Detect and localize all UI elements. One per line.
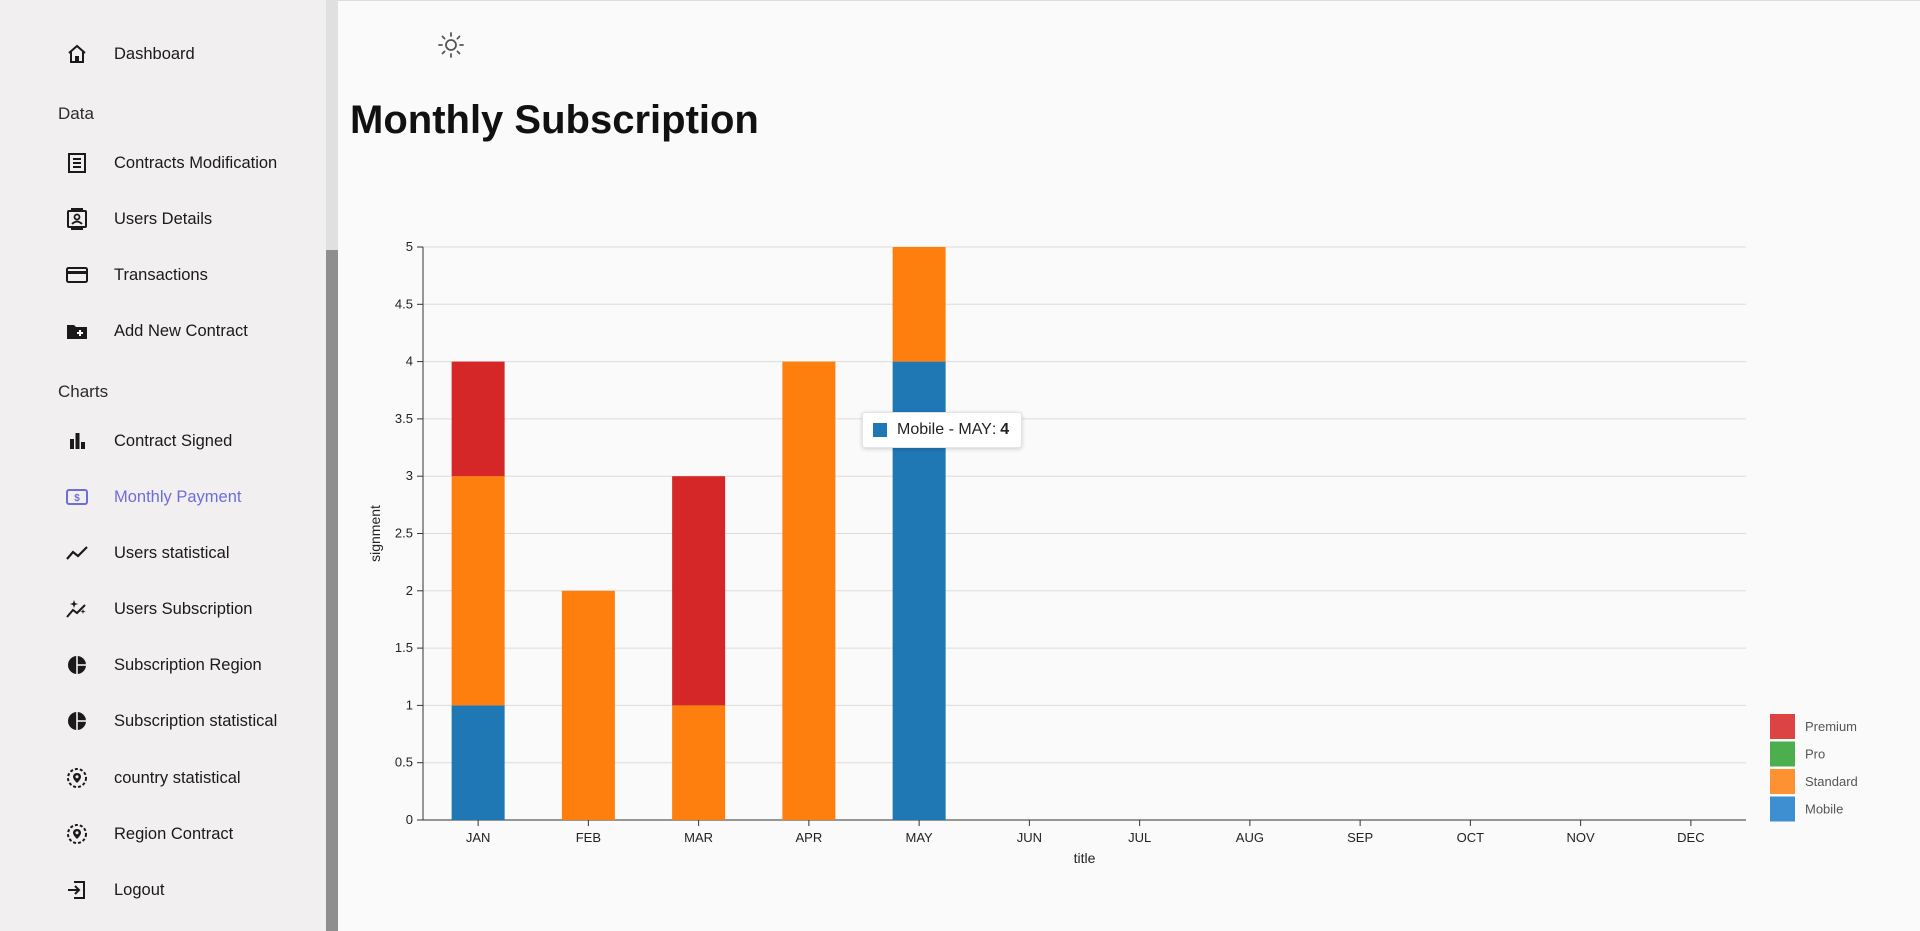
sidebar-item-subscription-statistical[interactable]: Subscription statistical (64, 701, 277, 741)
credit-card-icon (64, 262, 90, 288)
logout-icon (64, 877, 90, 903)
sidebar-item-add-new-contract[interactable]: Add New Contract (64, 311, 248, 351)
sidebar-item-label: Region Contract (114, 824, 234, 843)
y-axis-title: signment (367, 505, 383, 562)
tooltip-swatch (873, 423, 887, 437)
pie-chart-icon (64, 708, 90, 734)
sidebar-item-label: country statistical (114, 768, 241, 787)
tooltip-separator: - (944, 421, 959, 438)
y-tick-label: 2.5 (395, 526, 413, 541)
x-tick-label: MAY (906, 830, 934, 845)
tooltip-value: 4 (1000, 421, 1010, 438)
tooltip-series: Mobile (897, 421, 945, 438)
chart-tooltip: Mobile - MAY : 4 (862, 412, 1023, 448)
svg-text:$: $ (74, 493, 80, 504)
x-tick-label: OCT (1457, 830, 1485, 845)
sidebar-item-label: Dashboard (114, 44, 195, 63)
sidebar-item-dashboard[interactable]: Dashboard (64, 34, 195, 74)
y-tick-label: 1.5 (395, 640, 413, 655)
x-tick-label: JAN (466, 830, 491, 845)
bar-premium-jan (451, 361, 505, 477)
stacked-bar-chart: 0 0.5 1 1.5 2 2.5 3 3.5 4 4.5 5 JAN FEB MAR APR MAY JUN J… (367, 239, 1858, 866)
sidebar-item-transactions[interactable]: Transactions (64, 255, 208, 295)
location-icon (64, 821, 90, 847)
sidebar-item-users-statistical[interactable]: Users statistical (64, 533, 230, 573)
x-tick-label: JUN (1017, 830, 1042, 845)
x-axis-title: title (1074, 850, 1096, 866)
y-tick-label: 3 (406, 468, 413, 483)
sparkle-chart-icon (64, 596, 90, 622)
sidebar-item-label: Transactions (114, 265, 208, 284)
bar-standard-jan (451, 476, 505, 706)
legend-label-standard: Standard (1805, 774, 1858, 789)
bar-chart-icon (64, 428, 90, 454)
y-tick-label: 2 (406, 583, 413, 598)
line-chart-icon (64, 540, 90, 566)
sidebar-item-label: Users statistical (114, 543, 230, 562)
y-tick-label: 4 (406, 354, 413, 369)
x-tick-label: JUL (1128, 830, 1151, 845)
x-tick-label: MAR (684, 830, 713, 845)
legend-swatch-standard (1770, 769, 1795, 794)
legend-label-premium: Premium (1805, 719, 1857, 734)
sidebar-item-subscription-region[interactable]: Subscription Region (64, 645, 262, 685)
page-title: Monthly Subscription (350, 98, 759, 142)
sidebar-item-country-statistical[interactable]: country statistical (64, 758, 241, 798)
sidebar-item-label: Logout (114, 880, 165, 899)
bar-premium-mar (672, 476, 726, 706)
receipt-icon (64, 150, 90, 176)
y-tick-label: 3.5 (395, 411, 413, 426)
sidebar-item-label: Subscription statistical (114, 711, 278, 730)
sun-icon[interactable] (436, 30, 466, 60)
y-tick-label: 0.5 (395, 755, 413, 770)
top-bar-divider (338, 0, 1920, 1)
x-tick-label: NOV (1567, 830, 1596, 845)
legend-swatch-pro (1770, 741, 1795, 767)
sidebar-item-logout[interactable]: Logout (64, 870, 164, 910)
dollar-card-icon: $ (64, 484, 90, 510)
location-icon (64, 765, 90, 791)
legend-swatch-mobile (1770, 796, 1795, 822)
tooltip-colon: : (991, 421, 997, 438)
sidebar-item-label: Contract Signed (114, 431, 233, 450)
sidebar-item-contracts-modification[interactable]: Contracts Modification (64, 143, 277, 183)
y-tick-label: 4.5 (395, 296, 413, 311)
sidebar-item-users-subscription[interactable]: Users Subscription (64, 589, 252, 629)
sidebar-item-label: Users Subscription (114, 599, 253, 618)
bar-standard-apr (782, 361, 836, 820)
sidebar-item-users-details[interactable]: Users Details (64, 199, 212, 239)
x-tick-label: SEP (1347, 830, 1373, 845)
pie-chart-icon (64, 652, 90, 678)
bar-standard-feb (561, 590, 615, 820)
bar-standard-may (892, 247, 946, 362)
contact-card-icon (64, 206, 90, 232)
sidebar-item-label: Add New Contract (114, 321, 248, 340)
sidebar-item-monthly-payment[interactable]: $ Monthly Payment (64, 477, 241, 517)
y-tick-label: 1 (406, 697, 413, 712)
sidebar-section-charts: Charts (58, 382, 109, 401)
y-tick-label: 0 (406, 812, 413, 827)
bar-mobile-jan (451, 705, 505, 820)
x-tick-label: FEB (576, 830, 601, 845)
sidebar-scrollbar-thumb[interactable] (326, 250, 338, 931)
tooltip-category: MAY (958, 421, 992, 438)
y-tick-label: 5 (406, 239, 413, 254)
home-icon (64, 41, 90, 67)
sidebar-item-label: Monthly Payment (114, 487, 242, 506)
x-tick-label: AUG (1236, 830, 1264, 845)
x-tick-label: DEC (1677, 830, 1704, 845)
sidebar-item-label: Users Details (114, 209, 213, 228)
folder-add-icon (64, 318, 90, 344)
sidebar: Dashboard Data Contracts Modification Users… (0, 0, 326, 931)
sidebar-item-label: Subscription Region (114, 655, 262, 674)
legend-swatch-premium (1770, 714, 1795, 739)
sidebar-item-label: Contracts Modification (114, 153, 278, 172)
legend-label-pro: Pro (1805, 747, 1825, 762)
legend-label-mobile: Mobile (1805, 802, 1843, 817)
sidebar-section-data: Data (58, 104, 94, 123)
x-tick-label: APR (796, 830, 823, 845)
sidebar-item-region-contract[interactable]: Region Contract (64, 814, 233, 854)
bar-standard-mar (672, 705, 726, 820)
sidebar-item-contract-signed[interactable]: Contract Signed (64, 421, 232, 461)
